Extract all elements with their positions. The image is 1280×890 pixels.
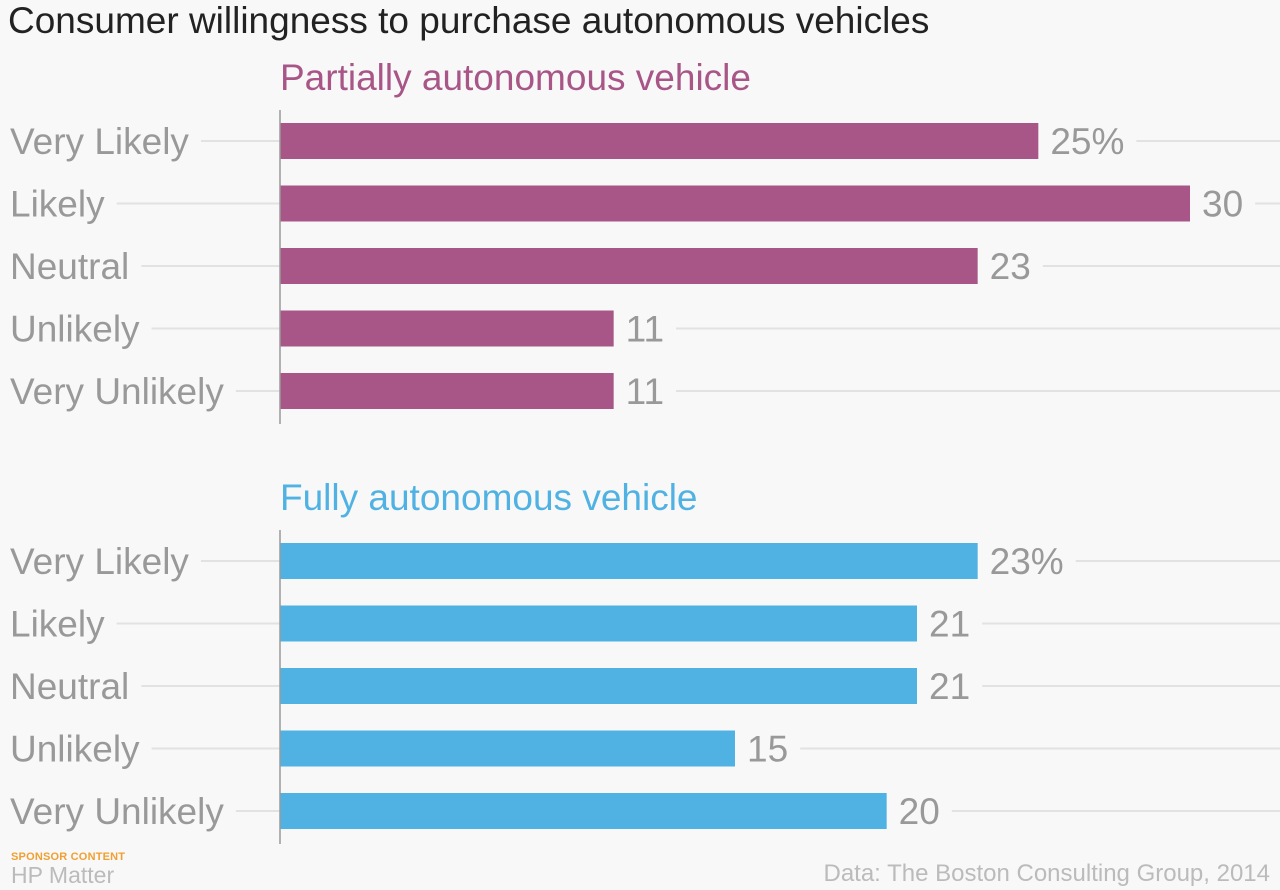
- data-label: 23%: [990, 541, 1064, 582]
- source-note: Data: The Boston Consulting Group, 2014: [823, 860, 1270, 887]
- bar: [280, 543, 978, 579]
- data-label: 11: [626, 309, 664, 350]
- bar: [280, 373, 614, 409]
- bar: [280, 248, 978, 284]
- category-label: Very Unlikely: [10, 791, 224, 832]
- series-title: Partially autonomous vehicle: [280, 57, 751, 98]
- bar: [280, 185, 1190, 222]
- category-label: Unlikely: [10, 309, 140, 350]
- data-label: 23: [990, 246, 1031, 287]
- category-label: Likely: [10, 184, 105, 225]
- category-label: Unlikely: [10, 729, 140, 770]
- bar: [280, 668, 917, 704]
- sponsor-label: SPONSOR CONTENT: [11, 851, 126, 863]
- bar: [280, 793, 887, 829]
- data-label: 30: [1202, 184, 1243, 225]
- brand-label: HP Matter: [11, 862, 115, 888]
- bar: [280, 310, 614, 347]
- data-label: 20: [899, 791, 940, 832]
- series-title: Fully autonomous vehicle: [280, 477, 698, 518]
- data-label: 11: [626, 371, 664, 412]
- chart-title: Consumer willingness to purchase autonom…: [8, 0, 930, 41]
- category-label: Neutral: [10, 666, 129, 707]
- category-label: Very Unlikely: [10, 371, 224, 412]
- bar: [280, 123, 1039, 159]
- category-label: Very Likely: [10, 541, 189, 582]
- data-label: 21: [929, 604, 970, 645]
- bar: [280, 730, 735, 767]
- category-label: Very Likely: [10, 121, 189, 162]
- category-label: Neutral: [10, 246, 129, 287]
- bar: [280, 605, 917, 642]
- data-label: 25%: [1050, 121, 1124, 162]
- category-label: Likely: [10, 604, 105, 645]
- data-label: 21: [929, 666, 970, 707]
- data-label: 15: [747, 729, 788, 770]
